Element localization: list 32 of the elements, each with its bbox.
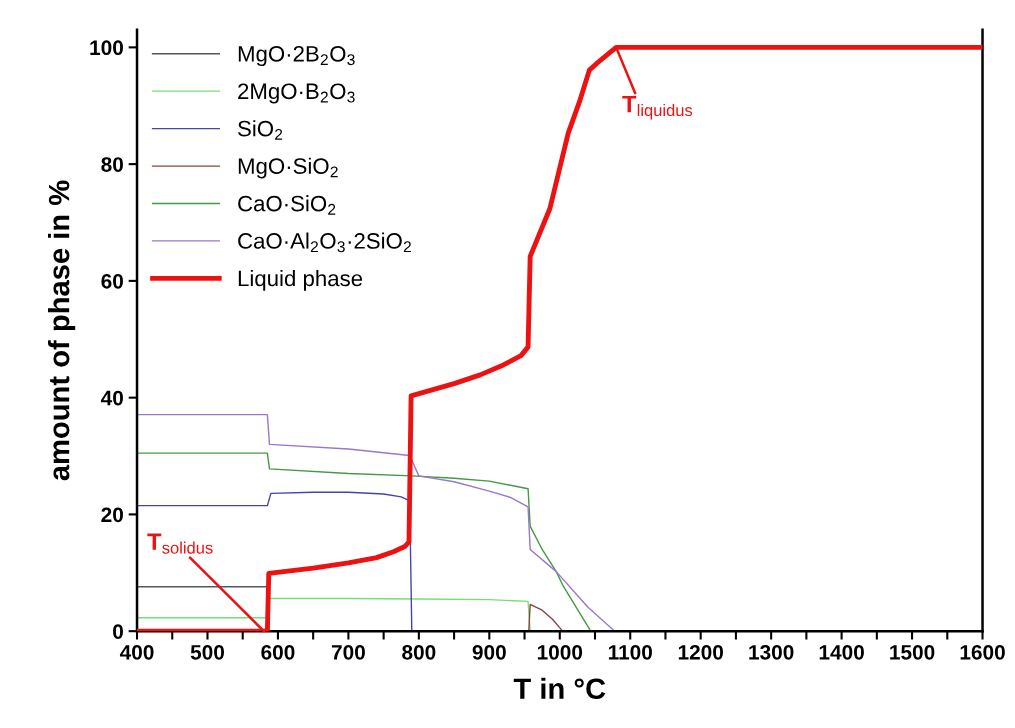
x-tick-label: 1000 <box>537 644 583 660</box>
y-tick-label: 20 <box>101 507 123 523</box>
x-tick-label: 700 <box>331 644 365 660</box>
legend-label: MgO·SiO$_{2}$ <box>238 157 338 179</box>
x-tick-label: 1200 <box>678 644 724 660</box>
y-tick-label: 60 <box>101 273 123 289</box>
annotation: T$_{solidus}$ <box>147 533 213 554</box>
y-axis-title: amount of phase in % <box>48 180 76 481</box>
legend-label: CaO·Al$_{2}$O$_{3}$·2SiO$_{2}$ <box>238 232 411 253</box>
x-tick-label: 500 <box>190 644 225 660</box>
x-tick-label: 1600 <box>960 644 1005 660</box>
annotation: T$_{liquidus}$ <box>622 95 693 120</box>
legend-label: SiO$_{2}$ <box>238 120 283 140</box>
x-tick-label: 900 <box>472 644 506 660</box>
x-tick-label: 800 <box>402 644 436 660</box>
y-tick-label: 0 <box>113 624 123 639</box>
legend-label: 2MgO·B$_{2}$O$_{3}$ <box>238 83 355 104</box>
y-tick-label: 100 <box>90 40 123 56</box>
legend-label: MgO·2B$_{2}$O$_{3}$ <box>238 45 355 67</box>
y-tick-label: 40 <box>100 390 123 406</box>
legend-label: CaO·SiO$_{2}$ <box>238 195 336 215</box>
line-series <box>137 597 531 632</box>
line-series <box>137 491 413 632</box>
x-axis-title: T in °C <box>513 677 606 700</box>
x-tick-label: 400 <box>119 644 154 660</box>
x-tick-label: 1400 <box>819 644 864 660</box>
legend-label: Liquid phase <box>238 269 363 291</box>
x-tick-label: 1100 <box>608 644 652 660</box>
y-tick-label: 80 <box>101 157 123 172</box>
x-tick-label: 1500 <box>890 644 935 660</box>
x-tick-label: 600 <box>261 644 295 660</box>
x-tick-label: 1300 <box>749 644 794 660</box>
